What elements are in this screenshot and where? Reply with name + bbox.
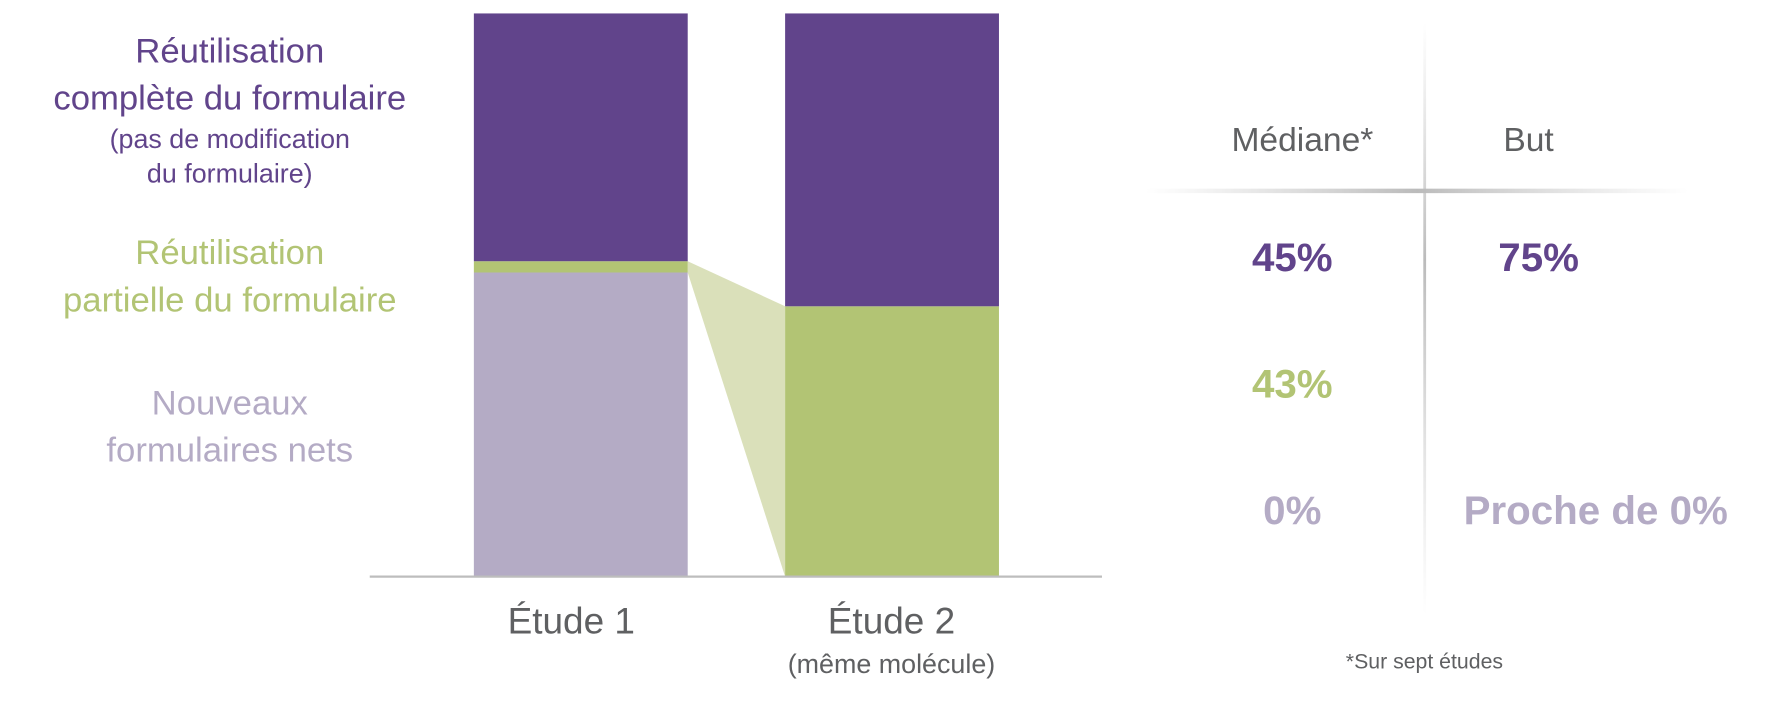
bar-segment-complete-2 [785,13,999,307]
legend-new-line1: Nouveaux [152,384,308,422]
header-median: Médiane* [1231,122,1373,159]
legend-complete-note2: du formulaire) [147,158,313,188]
legend-complete-line2: complète du formulaire [53,80,406,118]
footnote: *Sur sept études [1346,649,1503,673]
bar-segment-complete-1 [473,13,688,262]
partial-reuse-connector [687,261,786,577]
median-complete: 45% [1252,235,1333,280]
category-note-2: (même molécule) [788,649,995,679]
legend-complete-line1: Réutilisation [135,33,324,71]
bars [473,13,999,577]
legend-complete: Réutilisation complète du formulaire (pa… [53,33,406,189]
category-label-2: Étude 2 [828,601,955,642]
median-new: 0% [1263,488,1321,533]
legend-new: Nouveaux formulaires nets [106,384,353,469]
bar-segment-partial-1 [473,261,688,273]
bar-segment-new-1 [473,272,688,577]
legend-partial-line2: partielle du formulaire [63,281,397,319]
legend-partial: Réutilisation partielle du formulaire [63,234,397,319]
category-label-1: Étude 1 [508,601,635,642]
goal-new: Proche de 0% [1464,488,1728,533]
table-divider-horizontal [1145,188,1689,194]
median-partial: 43% [1252,361,1333,406]
legend-new-line2: formulaires nets [106,431,353,469]
legend-partial-line1: Réutilisation [135,234,324,272]
goal-complete: 75% [1498,235,1579,280]
table-divider-vertical [1423,22,1427,616]
header-goal: But [1503,122,1554,159]
bar-segment-partial-2 [785,306,999,577]
legend-complete-note1: (pas de modification [110,124,350,154]
